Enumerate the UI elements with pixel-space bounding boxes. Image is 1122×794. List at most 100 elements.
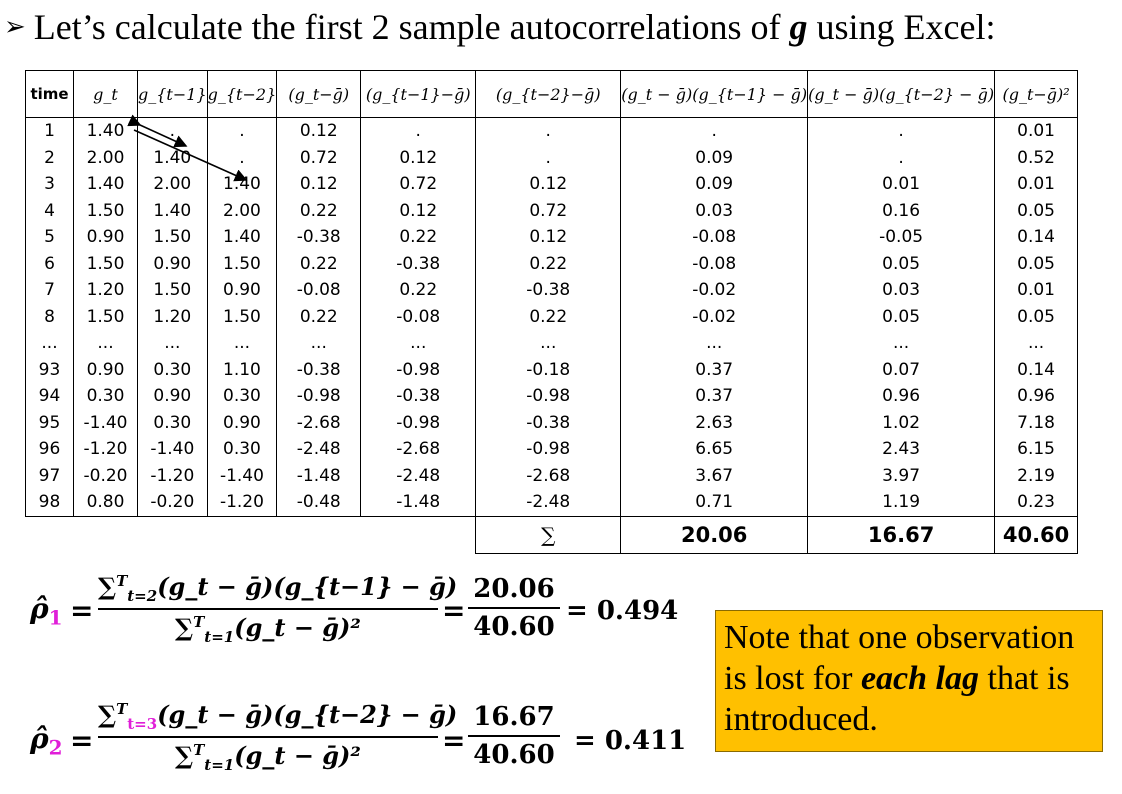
table-cell: 1.40 — [206, 224, 278, 251]
table-cell: -1.40 — [73, 409, 138, 436]
table-cell: 1.40 — [137, 197, 208, 224]
table-cell: 0.12 — [360, 144, 477, 171]
equals-sign: = — [70, 724, 94, 757]
table-header-row: time g_t g_{t−1} g_{t−2} (g_t−ḡ) (g_{t−1… — [25, 70, 1079, 118]
rho2-numerator: ∑Tt=3(g_t − ḡ)(g_{t−2} − ḡ) — [98, 700, 458, 733]
rho2-symbol: ρ̂2 — [30, 722, 63, 760]
table-row: 2 2.00 1.40. 0.72 0.12. 0.09. 0.52 — [25, 144, 1079, 171]
heading-text-before: Let’s calculate the first 2 sample autoc… — [33, 7, 790, 47]
table-cell: 0.96 — [807, 383, 996, 410]
table-cell: 0.12 — [360, 197, 477, 224]
table-cell: -0.08 — [276, 277, 362, 304]
table-cell: 1.40 — [73, 171, 138, 198]
table-cell: -0.38 — [276, 224, 362, 251]
table-cell: 0.22 — [360, 277, 477, 304]
table-cell: 0.12 — [276, 171, 362, 198]
header-cell: (g_{t−1}−ḡ) — [360, 70, 477, 118]
table-cell: -0.38 — [276, 356, 362, 383]
table-cell: -2.48 — [360, 462, 477, 489]
rho2-value-numerator: 16.67 — [473, 702, 555, 732]
table-row: 97 -0.20 -1.20 -1.40 -1.48 -2.48 -2.68 3.67 3.97… — [25, 462, 1079, 489]
table-cell: -1.40 — [137, 436, 208, 463]
table-cell: -2.48 — [475, 489, 622, 517]
table-cell: 1.19 — [807, 489, 996, 517]
table-cell: 93 — [25, 356, 74, 383]
table-cell: 0.14 — [994, 356, 1079, 383]
table-cell: . — [206, 144, 278, 171]
table-cell: 0.80 — [73, 489, 138, 517]
table-cell: 0.01 — [994, 171, 1079, 198]
table-cell: ... — [73, 330, 138, 357]
table-cell: ... — [994, 330, 1079, 357]
header-cell: (g_t−ḡ) — [276, 70, 362, 118]
table-cell: 1 — [25, 117, 74, 145]
table-cell: 1.50 — [206, 303, 278, 330]
sum-lag2-product: 16.67 — [807, 515, 996, 554]
rho1-numerator: ∑Tt=2(g_t − ḡ)(g_{t−1} − ḡ) — [98, 572, 458, 605]
equals-sign: = — [442, 594, 466, 627]
table-cell: 1.50 — [137, 277, 208, 304]
rho2-values: 16.67 40.60 — [468, 702, 560, 770]
equals-sign: = — [442, 724, 466, 757]
table-cell: 1.10 — [206, 356, 278, 383]
table-row: 8 1.50 1.20 1.50 0.22 -0.08 0.22 -0.02 0.05 0.05 — [25, 303, 1079, 330]
heading-variable: g — [789, 7, 808, 47]
table-cell: 0.22 — [276, 303, 362, 330]
table-cell: -0.98 — [475, 436, 622, 463]
header-cell: (g_t−ḡ)² — [994, 70, 1079, 118]
table-cell: 1.50 — [137, 224, 208, 251]
table-cell: -2.48 — [276, 436, 362, 463]
table-cell: 0.90 — [206, 277, 278, 304]
table-cell: 97 — [25, 462, 74, 489]
table-cell: ... — [360, 330, 477, 357]
table-cell: 1.20 — [137, 303, 208, 330]
table-cell: 5 — [25, 224, 74, 251]
table-cell: -0.02 — [620, 277, 809, 304]
table-cell: 1.50 — [206, 250, 278, 277]
table-cell: 3.67 — [620, 462, 809, 489]
slide-heading: ➢ Let’s calculate the first 2 sample auto… — [4, 6, 995, 48]
table-cell: -1.20 — [137, 462, 208, 489]
table-row: 3 1.40 2.00 1.40 0.12 0.72 0.12 0.09 0.01 0.01 — [25, 171, 1079, 198]
table-cell: -0.08 — [620, 224, 809, 251]
table-row: 6 1.50 0.90 1.50 0.22 -0.38 0.22 -0.08 0.05 0.05 — [25, 250, 1079, 277]
table-cell: 0.16 — [807, 197, 996, 224]
table-cell: 0.01 — [994, 277, 1079, 304]
table-cell: -2.68 — [475, 462, 622, 489]
table-cell: 1.40 — [206, 171, 278, 198]
header-cell: g_t — [73, 70, 138, 118]
table-cell: -0.98 — [276, 383, 362, 410]
table-cell: 0.30 — [137, 409, 208, 436]
table-cell: ... — [206, 330, 278, 357]
table-cell: -0.20 — [137, 489, 208, 517]
rho2-result: = 0.411 — [574, 726, 687, 756]
arrow-bullet-icon: ➢ — [4, 12, 26, 41]
table-cell: 0.90 — [73, 356, 138, 383]
table-cell: -0.02 — [620, 303, 809, 330]
table-cell: 0.22 — [360, 224, 477, 251]
table-cell: -0.38 — [475, 277, 622, 304]
rho2-value-denominator: 40.60 — [473, 740, 555, 770]
table-cell: . — [475, 117, 622, 145]
sum-symbol: ∑ — [475, 515, 622, 554]
table-cell: 0.37 — [620, 356, 809, 383]
rho1-fraction: ∑Tt=2(g_t − ḡ)(g_{t−1} − ḡ) ∑Tt=1(g_t − … — [98, 572, 458, 646]
note-callout: Note that one observation is lost for ea… — [715, 610, 1103, 752]
table-cell: -0.98 — [360, 409, 477, 436]
table-row: 95 -1.40 0.30 0.90 -2.68 -0.98 -0.38 2.63 1.02 7.… — [25, 409, 1079, 436]
table-cell: -0.98 — [360, 356, 477, 383]
table-cell: 0.90 — [206, 409, 278, 436]
table-cell: -0.05 — [807, 224, 996, 251]
rho1-symbol: ρ̂1 — [30, 592, 63, 630]
table-row: 93 0.90 0.30 1.10 -0.38 -0.98 -0.18 0.37 0.07 0.1… — [25, 356, 1079, 383]
table-cell: . — [137, 117, 208, 145]
table-cell: 1.40 — [73, 117, 138, 145]
table-cell: 0.90 — [73, 224, 138, 251]
table-cell: -0.38 — [475, 409, 622, 436]
table-cell: 2.00 — [206, 197, 278, 224]
rho1-denominator: ∑Tt=1(g_t − ḡ)² — [175, 612, 361, 646]
table-cell: 6.15 — [994, 436, 1079, 463]
table-row: 96 -1.20 -1.40 0.30 -2.48 -2.68 -0.98 6.65 2.43 6… — [25, 436, 1079, 463]
table-cell: 0.03 — [807, 277, 996, 304]
table-cell: 3.97 — [807, 462, 996, 489]
